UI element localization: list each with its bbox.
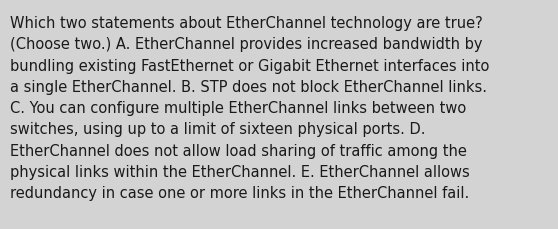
Text: Which two statements about EtherChannel technology are true?
(Choose two.) A. Et: Which two statements about EtherChannel …	[10, 16, 489, 200]
